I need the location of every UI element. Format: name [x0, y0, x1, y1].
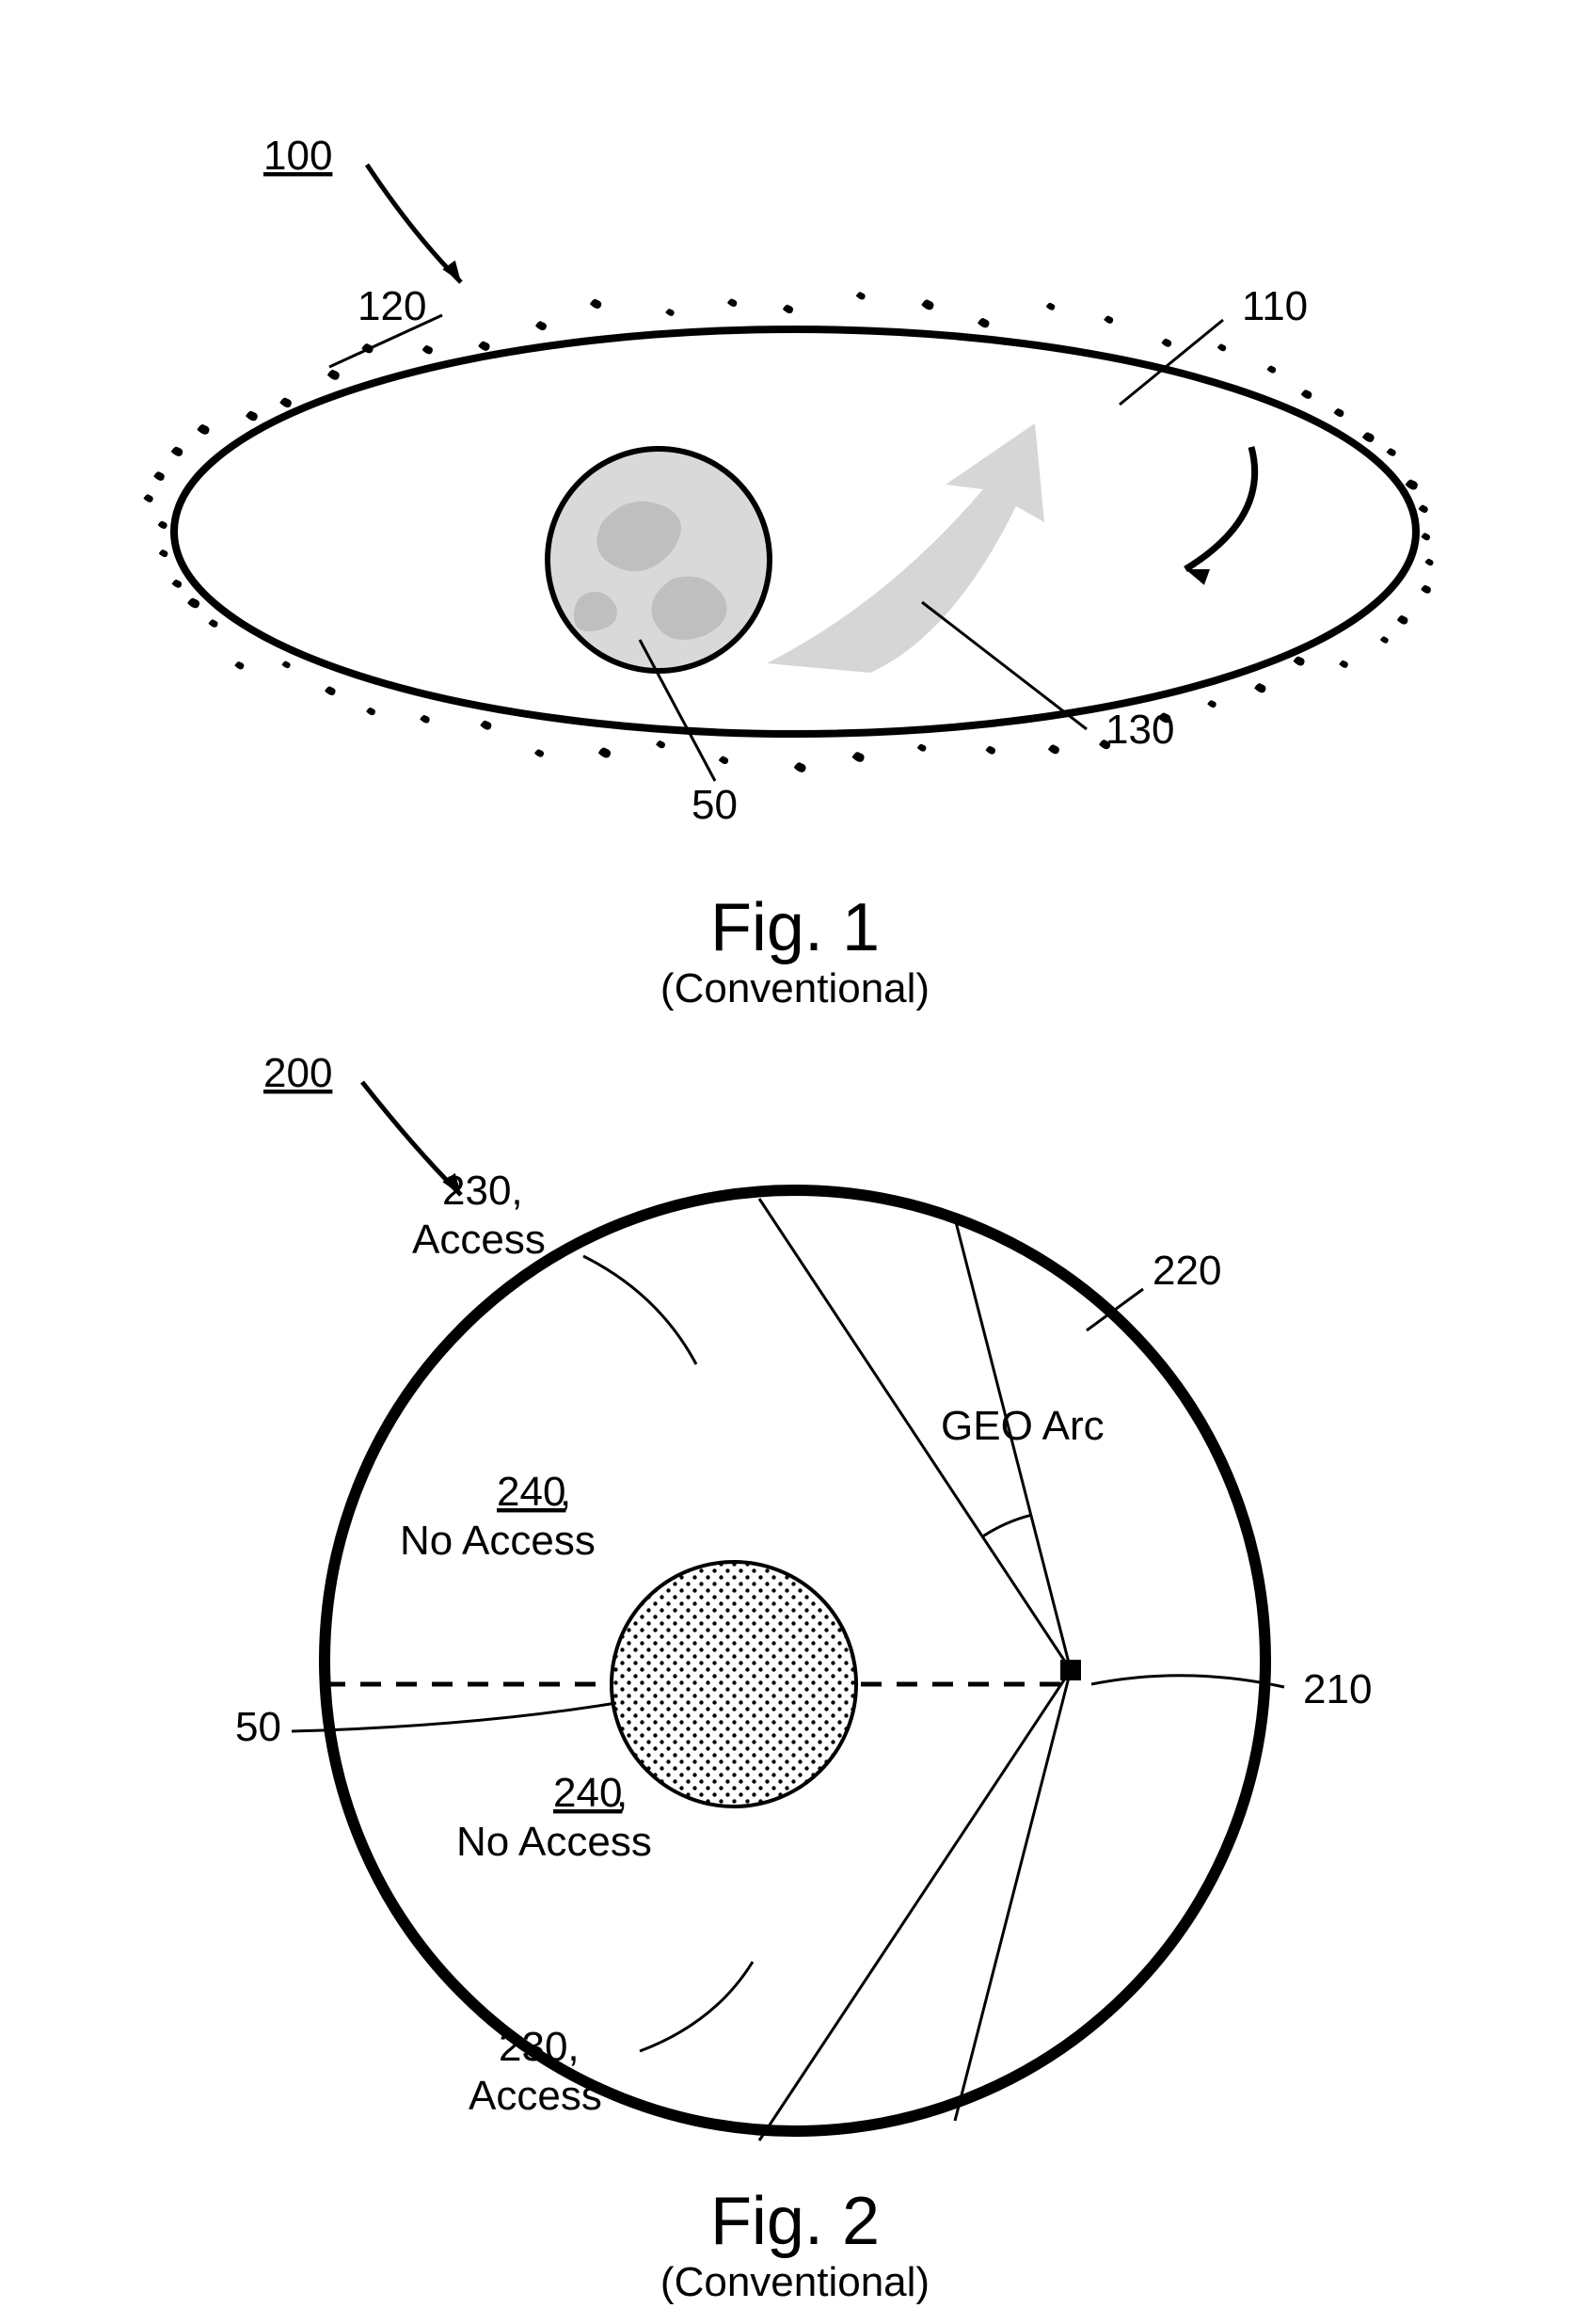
svg-text:GEO Arc: GEO Arc	[941, 1403, 1105, 1449]
svg-text:Access: Access	[469, 2073, 602, 2119]
svg-text:Fig. 2: Fig. 2	[710, 2184, 880, 2259]
svg-text:No Access: No Access	[456, 1819, 652, 1865]
svg-text:Fig. 1: Fig. 1	[710, 890, 880, 965]
svg-text:230,: 230,	[499, 2024, 580, 2070]
figure-canvas: 10012011013050Fig. 1(Conventional)200230…	[0, 0, 1590, 2324]
svg-text:220: 220	[1153, 1248, 1221, 1294]
svg-text:240: 240	[497, 1469, 565, 1515]
svg-text:,: ,	[560, 1469, 571, 1515]
svg-text:50: 50	[235, 1704, 281, 1750]
svg-text:,: ,	[616, 1770, 628, 1816]
svg-text:(Conventional): (Conventional)	[660, 2259, 930, 2305]
svg-text:120: 120	[358, 283, 426, 329]
svg-text:Access: Access	[412, 1217, 546, 1263]
svg-text:110: 110	[1242, 283, 1308, 329]
svg-text:(Conventional): (Conventional)	[660, 965, 930, 1011]
svg-text:No Access: No Access	[400, 1518, 596, 1564]
svg-text:230,: 230,	[442, 1168, 523, 1214]
svg-text:210: 210	[1303, 1666, 1372, 1712]
svg-text:240: 240	[553, 1770, 622, 1816]
svg-text:200: 200	[263, 1050, 332, 1096]
svg-text:100: 100	[263, 133, 332, 179]
svg-text:50: 50	[692, 782, 738, 828]
svg-text:130: 130	[1105, 707, 1174, 753]
